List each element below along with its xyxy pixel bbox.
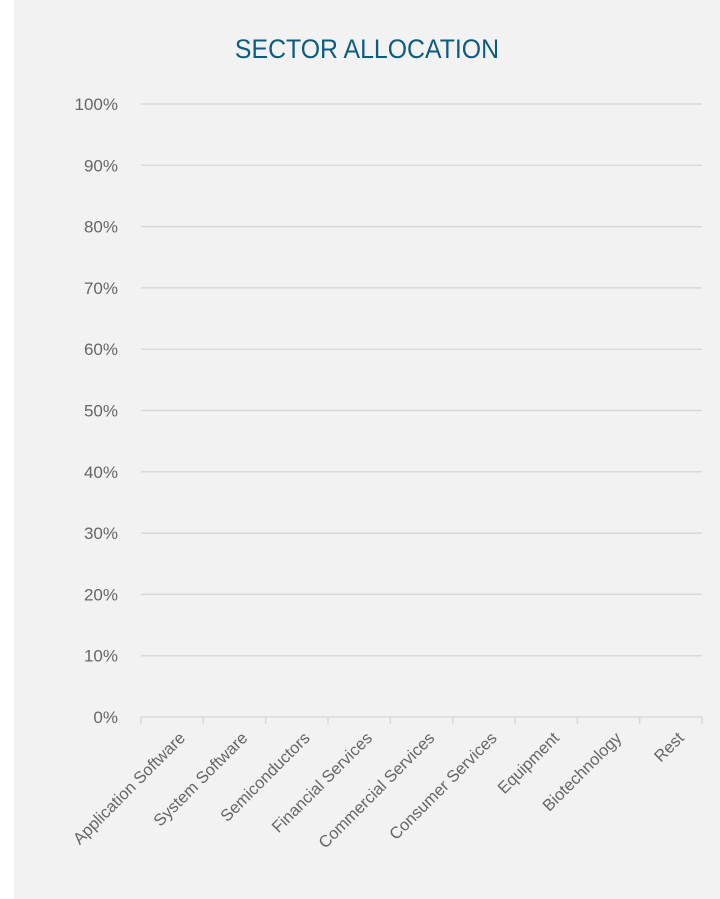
y-tick-label: 100% xyxy=(75,95,118,114)
chart-title: SECTOR ALLOCATION xyxy=(234,34,500,64)
y-tick-label: 30% xyxy=(84,524,118,543)
x-axis xyxy=(140,716,703,724)
chart-panel: SECTOR ALLOCATION xyxy=(14,0,720,899)
x-tick-label: Consumer Services xyxy=(386,729,501,844)
y-tick-label: 70% xyxy=(84,279,118,298)
y-tick-label: 60% xyxy=(84,340,118,359)
y-tick-label: 80% xyxy=(84,218,118,237)
gridlines xyxy=(141,103,702,657)
y-tick-label: 40% xyxy=(84,463,118,482)
y-tick-label: 0% xyxy=(93,708,118,727)
y-tick-label: 50% xyxy=(84,402,118,421)
y-tick-label: 20% xyxy=(84,585,118,604)
x-tick-label: Rest xyxy=(651,729,688,766)
y-tick-label: 90% xyxy=(84,156,118,175)
x-tick-label: Application Software xyxy=(70,729,189,848)
x-tick-label: Equipment xyxy=(494,729,563,798)
y-tick-label: 10% xyxy=(84,647,118,666)
x-tick-label: Commercial Services xyxy=(315,729,438,852)
y-tick-labels: 0% 10% 20% 30% 40% 50% 60% 70% 80% 90% 100% xyxy=(75,95,118,727)
